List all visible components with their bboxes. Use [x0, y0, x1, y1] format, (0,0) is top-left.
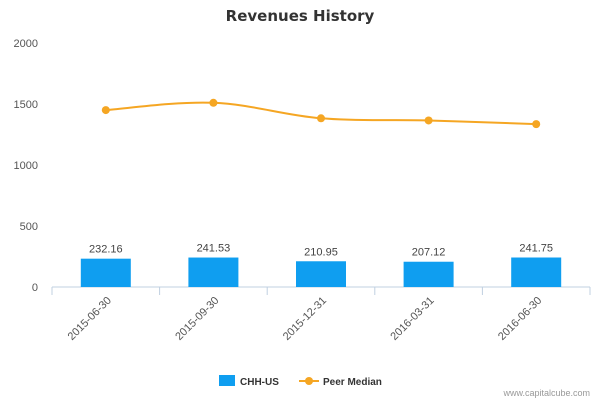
y-tick-label: 500 — [20, 221, 38, 233]
x-tick-label: 2015-06-30 — [66, 295, 114, 343]
line-series — [101, 98, 541, 129]
bar — [511, 257, 562, 287]
x-tick-label: 2015-12-31 — [281, 295, 329, 343]
x-tick-label: 2015-09-30 — [173, 295, 221, 343]
line-point — [317, 114, 325, 123]
bar-data-label: 241.75 — [519, 243, 553, 255]
line-point — [424, 116, 433, 125]
bar-data-labels: 232.16 241.53 210.95 207.12 241.75 — [89, 243, 553, 259]
bar — [80, 258, 131, 287]
line-point — [209, 98, 218, 107]
y-tick-label: 1500 — [14, 99, 38, 111]
y-axis: 0 500 1000 1500 2000 — [14, 38, 38, 294]
bar-data-label: 210.95 — [304, 246, 338, 258]
bar-data-label: 232.16 — [89, 244, 123, 256]
bar-data-label: 207.12 — [412, 247, 446, 259]
y-tick-label: 1000 — [14, 160, 38, 172]
legend: CHH-US Peer Median — [219, 375, 382, 388]
bar — [403, 261, 454, 287]
bar — [296, 261, 346, 287]
legend-label-line: Peer Median — [323, 377, 382, 388]
credit-text: www.capitalcube.com — [502, 388, 590, 398]
bar-series — [80, 257, 562, 287]
y-tick-label: 0 — [32, 282, 38, 294]
bar-data-label: 241.53 — [197, 243, 231, 255]
bar — [188, 257, 239, 287]
legend-swatch-marker — [305, 377, 313, 385]
legend-swatch-bar — [219, 375, 235, 386]
x-tick-label: 2016-06-30 — [496, 295, 544, 343]
x-axis: 2015-06-30 2015-09-30 2015-12-31 2016-03-31… — [51, 287, 591, 343]
line-point — [101, 106, 110, 115]
line-point — [532, 120, 541, 129]
x-tick-label: 2016-03-31 — [388, 295, 436, 343]
y-tick-label: 2000 — [14, 38, 38, 50]
legend-label-bar: CHH-US — [240, 377, 279, 388]
chart-title: Revenues History — [226, 7, 375, 25]
